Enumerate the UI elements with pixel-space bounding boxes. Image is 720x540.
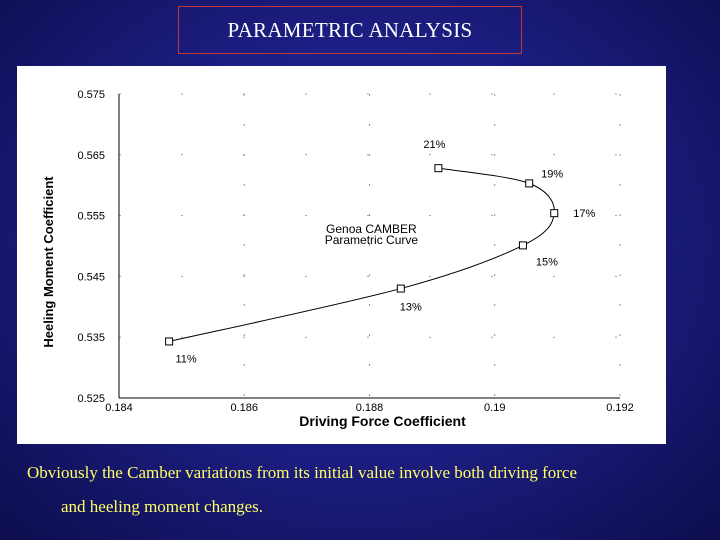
data-point-label: 19%	[541, 168, 563, 180]
parametric-curve-line	[168, 167, 555, 342]
chart-axes	[118, 94, 620, 399]
data-labels: 11% 13% 15% 17% 19% 21%	[175, 139, 595, 365]
x-tick-label: 0.192	[606, 402, 634, 414]
slide-caption: Obviously the Camber variations from its…	[27, 456, 707, 524]
data-point-label: 17%	[573, 208, 595, 220]
data-markers	[165, 164, 559, 346]
slide-title: PARAMETRIC ANALYSIS	[178, 6, 522, 54]
caption-line-1: Obviously the Camber variations from its…	[27, 463, 578, 482]
slide-title-text: PARAMETRIC ANALYSIS	[227, 17, 473, 42]
data-point-marker	[165, 337, 174, 346]
chart-panel: 0.184 0.186 0.188 0.19 0.192 0.575 0.565 0.555 0…	[17, 66, 666, 444]
x-axis-label: Driving Force Coefficient	[299, 413, 466, 429]
y-tick-label: 0.565	[77, 150, 105, 162]
annotation-line-1: Genoa CAMBER	[326, 222, 417, 236]
y-tick-label: 0.535	[77, 332, 105, 344]
data-point-marker	[550, 209, 559, 218]
data-point-label: 21%	[423, 139, 445, 151]
data-point-label: 13%	[400, 302, 422, 314]
data-point-label: 11%	[175, 353, 196, 365]
data-point-marker	[518, 241, 527, 250]
y-tick-label: 0.545	[77, 271, 105, 283]
data-point-label: 15%	[536, 256, 558, 268]
x-tick-label: 0.186	[230, 402, 258, 414]
data-point-marker	[525, 179, 534, 188]
grid-lines	[119, 93, 621, 398]
y-tick-label: 0.555	[77, 211, 105, 223]
parametric-chart: 0.184 0.186 0.188 0.19 0.192 0.575 0.565 0.555 0…	[41, 89, 634, 429]
x-tick-label: 0.19	[484, 402, 505, 414]
x-tick-label: 0.184	[105, 402, 133, 414]
caption-line-2: and heeling moment changes.	[61, 497, 264, 516]
y-tick-label: 0.525	[77, 393, 105, 405]
annotation-line-2: Parametric Curve	[325, 233, 419, 247]
x-tick-label: 0.188	[356, 402, 384, 414]
data-point-marker	[434, 164, 443, 173]
tick-labels: 0.184 0.186 0.188 0.19 0.192 0.575 0.565 0.555 0…	[77, 89, 633, 414]
y-axis-label: Heeling Moment Coefficient	[41, 176, 56, 348]
data-point-marker	[396, 284, 405, 293]
y-tick-label: 0.575	[77, 89, 105, 101]
